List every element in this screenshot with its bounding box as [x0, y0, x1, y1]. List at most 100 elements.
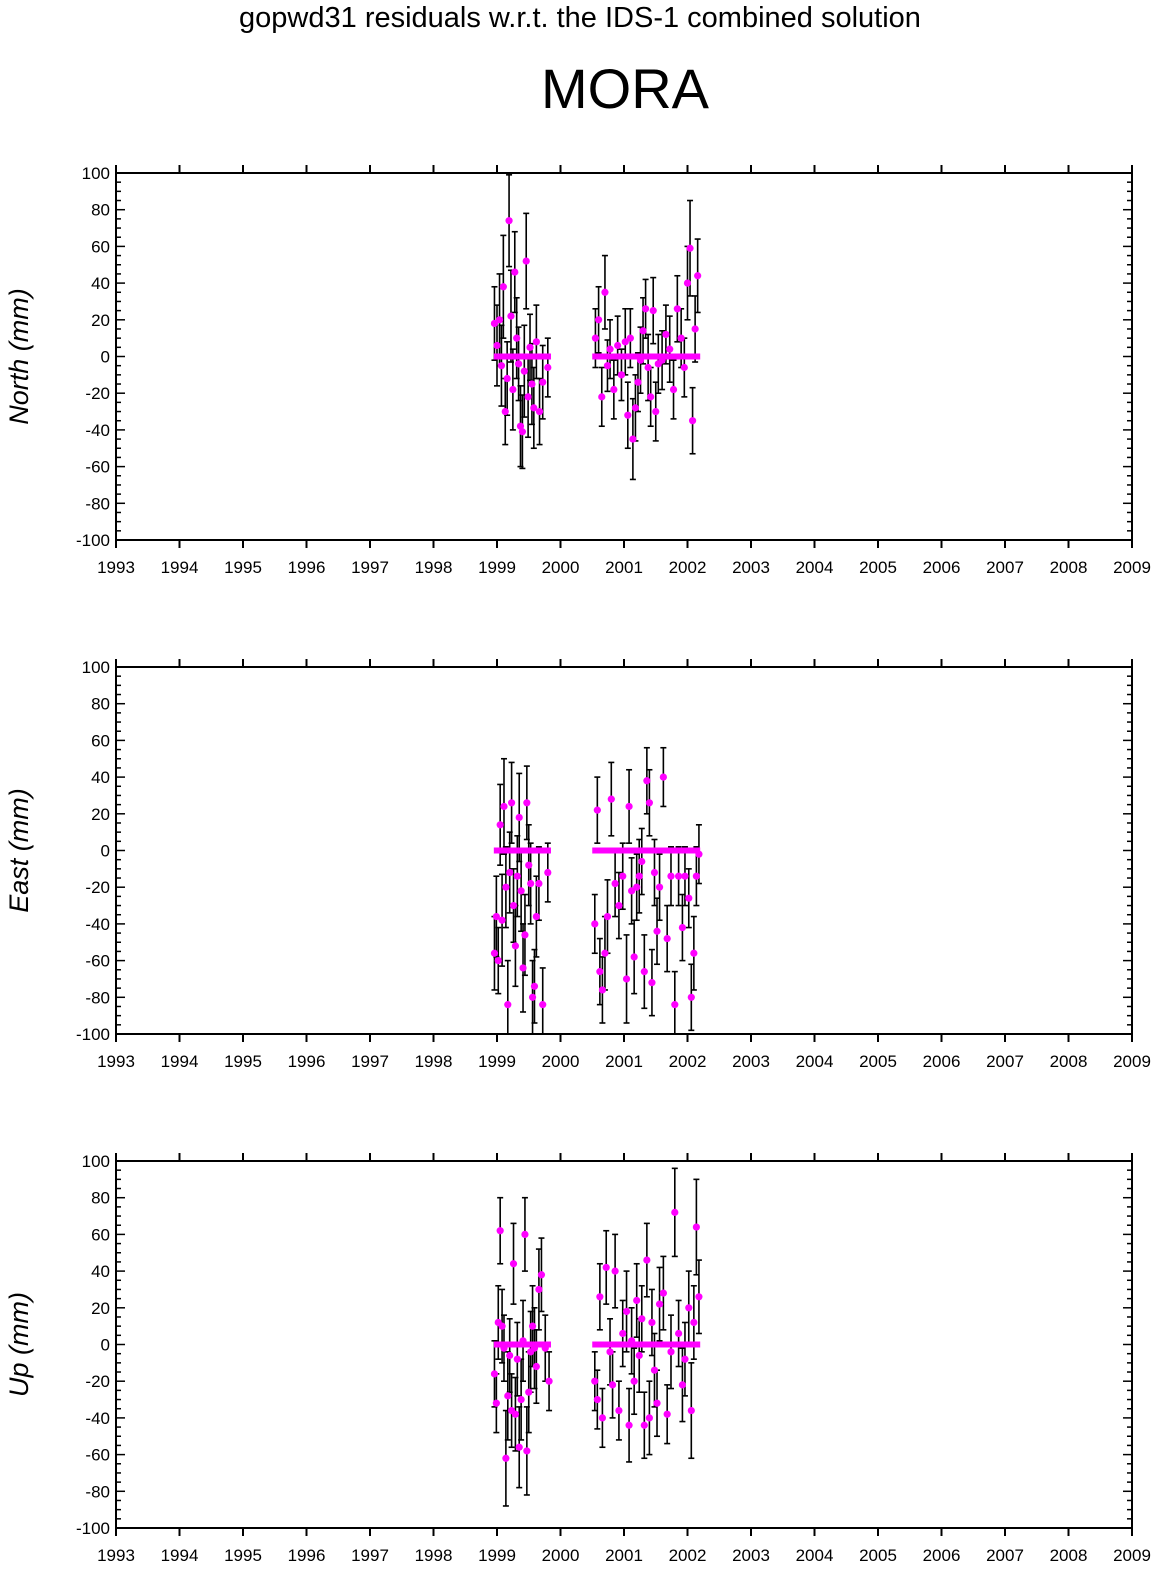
east-y-axis-label: East (mm) — [4, 788, 34, 913]
up-data-point — [655, 1300, 664, 1308]
east-y-tick-label: 80 — [91, 695, 110, 714]
up-x-tick-label: 2000 — [542, 1546, 580, 1565]
north-data-point — [694, 272, 702, 280]
east-data-point — [628, 887, 636, 895]
north-data-point — [532, 338, 540, 346]
east-data-point — [663, 934, 671, 943]
up-data-point — [519, 1337, 527, 1345]
north-y-tick-label: 60 — [91, 237, 110, 256]
east-data-point — [681, 872, 689, 880]
east-data-point — [492, 912, 500, 921]
east-data-point — [611, 879, 619, 888]
east-data-point — [650, 868, 659, 877]
north-x-tick-label: 2002 — [669, 558, 707, 577]
east-x-tick-label: 1995 — [224, 1052, 262, 1071]
east-data-point — [519, 964, 527, 972]
east-data-point — [635, 872, 643, 880]
east-data-point — [630, 953, 638, 961]
east-y-tick-label: 60 — [91, 731, 110, 750]
north-y-tick-label: -20 — [85, 384, 110, 403]
up-data-point — [602, 1263, 610, 1272]
east-data-point — [527, 879, 535, 888]
up-x-tick-label: 2009 — [1113, 1546, 1151, 1565]
north-x-tick-label: 2001 — [605, 558, 643, 577]
up-data-point — [532, 1362, 540, 1371]
east-data-point — [625, 802, 633, 811]
up-data-point — [545, 1377, 553, 1385]
east-x-tick-label: 2007 — [986, 1052, 1024, 1071]
east-x-tick-label: 2001 — [605, 1052, 643, 1071]
up-data-point — [523, 1447, 531, 1455]
east-data-point — [648, 979, 656, 987]
up-data-point — [671, 1208, 679, 1216]
north-data-point — [499, 283, 507, 291]
north-data-point — [652, 407, 660, 416]
north-y-tick-label: 40 — [91, 274, 110, 293]
east-x-tick-label: 2006 — [923, 1052, 961, 1071]
up-data-point — [659, 1289, 667, 1297]
north-data-point — [634, 378, 642, 386]
up-data-point — [517, 1395, 525, 1404]
north-x-tick-label: 2008 — [1050, 558, 1088, 577]
up-data-point — [687, 1406, 695, 1415]
up-x-tick-label: 1998 — [415, 1546, 453, 1565]
up-data-point — [511, 1410, 520, 1418]
up-data-point — [509, 1260, 518, 1268]
up-y-tick-label: -80 — [85, 1482, 110, 1501]
up-data-point — [653, 1399, 661, 1407]
north-data-point — [606, 345, 614, 353]
north-data-point — [526, 343, 534, 351]
up-data-point — [530, 1344, 539, 1352]
north-data-point — [520, 367, 528, 375]
up-x-tick-label: 1993 — [97, 1546, 135, 1565]
north-data-point — [513, 334, 521, 342]
up-x-tick-label: 1995 — [224, 1546, 262, 1565]
east-data-point — [671, 1001, 679, 1009]
up-y-tick-label: -60 — [85, 1446, 110, 1465]
north-data-point — [617, 371, 626, 379]
up-data-point — [506, 1351, 514, 1360]
north-y-tick-label: -40 — [85, 421, 110, 440]
up-data-point — [537, 1271, 546, 1279]
north-data-point — [595, 316, 603, 324]
up-data-point — [681, 1355, 689, 1363]
east-data-point — [695, 850, 703, 858]
east-data-point — [535, 879, 543, 888]
east-x-tick-label: 2002 — [669, 1052, 707, 1071]
north-data-point — [516, 422, 525, 430]
east-x-tick-label: 2008 — [1050, 1052, 1088, 1071]
north-data-point — [686, 244, 694, 252]
north-data-point — [636, 356, 645, 364]
north-data-point — [495, 316, 504, 324]
north-data-point — [598, 393, 606, 401]
north-data-point — [530, 404, 538, 412]
east-data-point — [690, 949, 698, 957]
up-x-tick-label: 1994 — [161, 1546, 199, 1565]
east-data-point — [502, 883, 510, 891]
east-x-tick-label: 1996 — [288, 1052, 326, 1071]
up-data-point — [490, 1370, 499, 1378]
east-data-point — [521, 931, 529, 939]
east-data-point — [528, 993, 537, 1001]
up-data-point — [502, 1454, 510, 1462]
north-data-point — [662, 330, 670, 339]
up-x-tick-label: 2006 — [923, 1546, 961, 1565]
up-data-point — [591, 1377, 599, 1385]
up-data-point — [625, 1421, 633, 1429]
north-y-tick-label: 80 — [91, 201, 110, 220]
up-x-tick-label: 1997 — [351, 1546, 389, 1565]
north-data-point — [493, 341, 501, 350]
east-y-tick-label: 100 — [82, 658, 110, 677]
east-data-point — [643, 777, 651, 785]
up-data-point — [492, 1399, 500, 1407]
north-x-tick-label: 1998 — [415, 558, 453, 577]
chart-title: gopwd31 residuals w.r.t. the IDS-1 combi… — [239, 2, 921, 34]
north-data-point — [626, 334, 634, 342]
up-y-tick-label: -40 — [85, 1409, 110, 1428]
east-data-point — [601, 949, 609, 957]
up-data-point — [635, 1351, 643, 1360]
north-data-point — [673, 305, 681, 313]
up-data-point — [515, 1443, 523, 1451]
east-data-point — [675, 872, 683, 880]
east-data-point — [523, 799, 531, 807]
